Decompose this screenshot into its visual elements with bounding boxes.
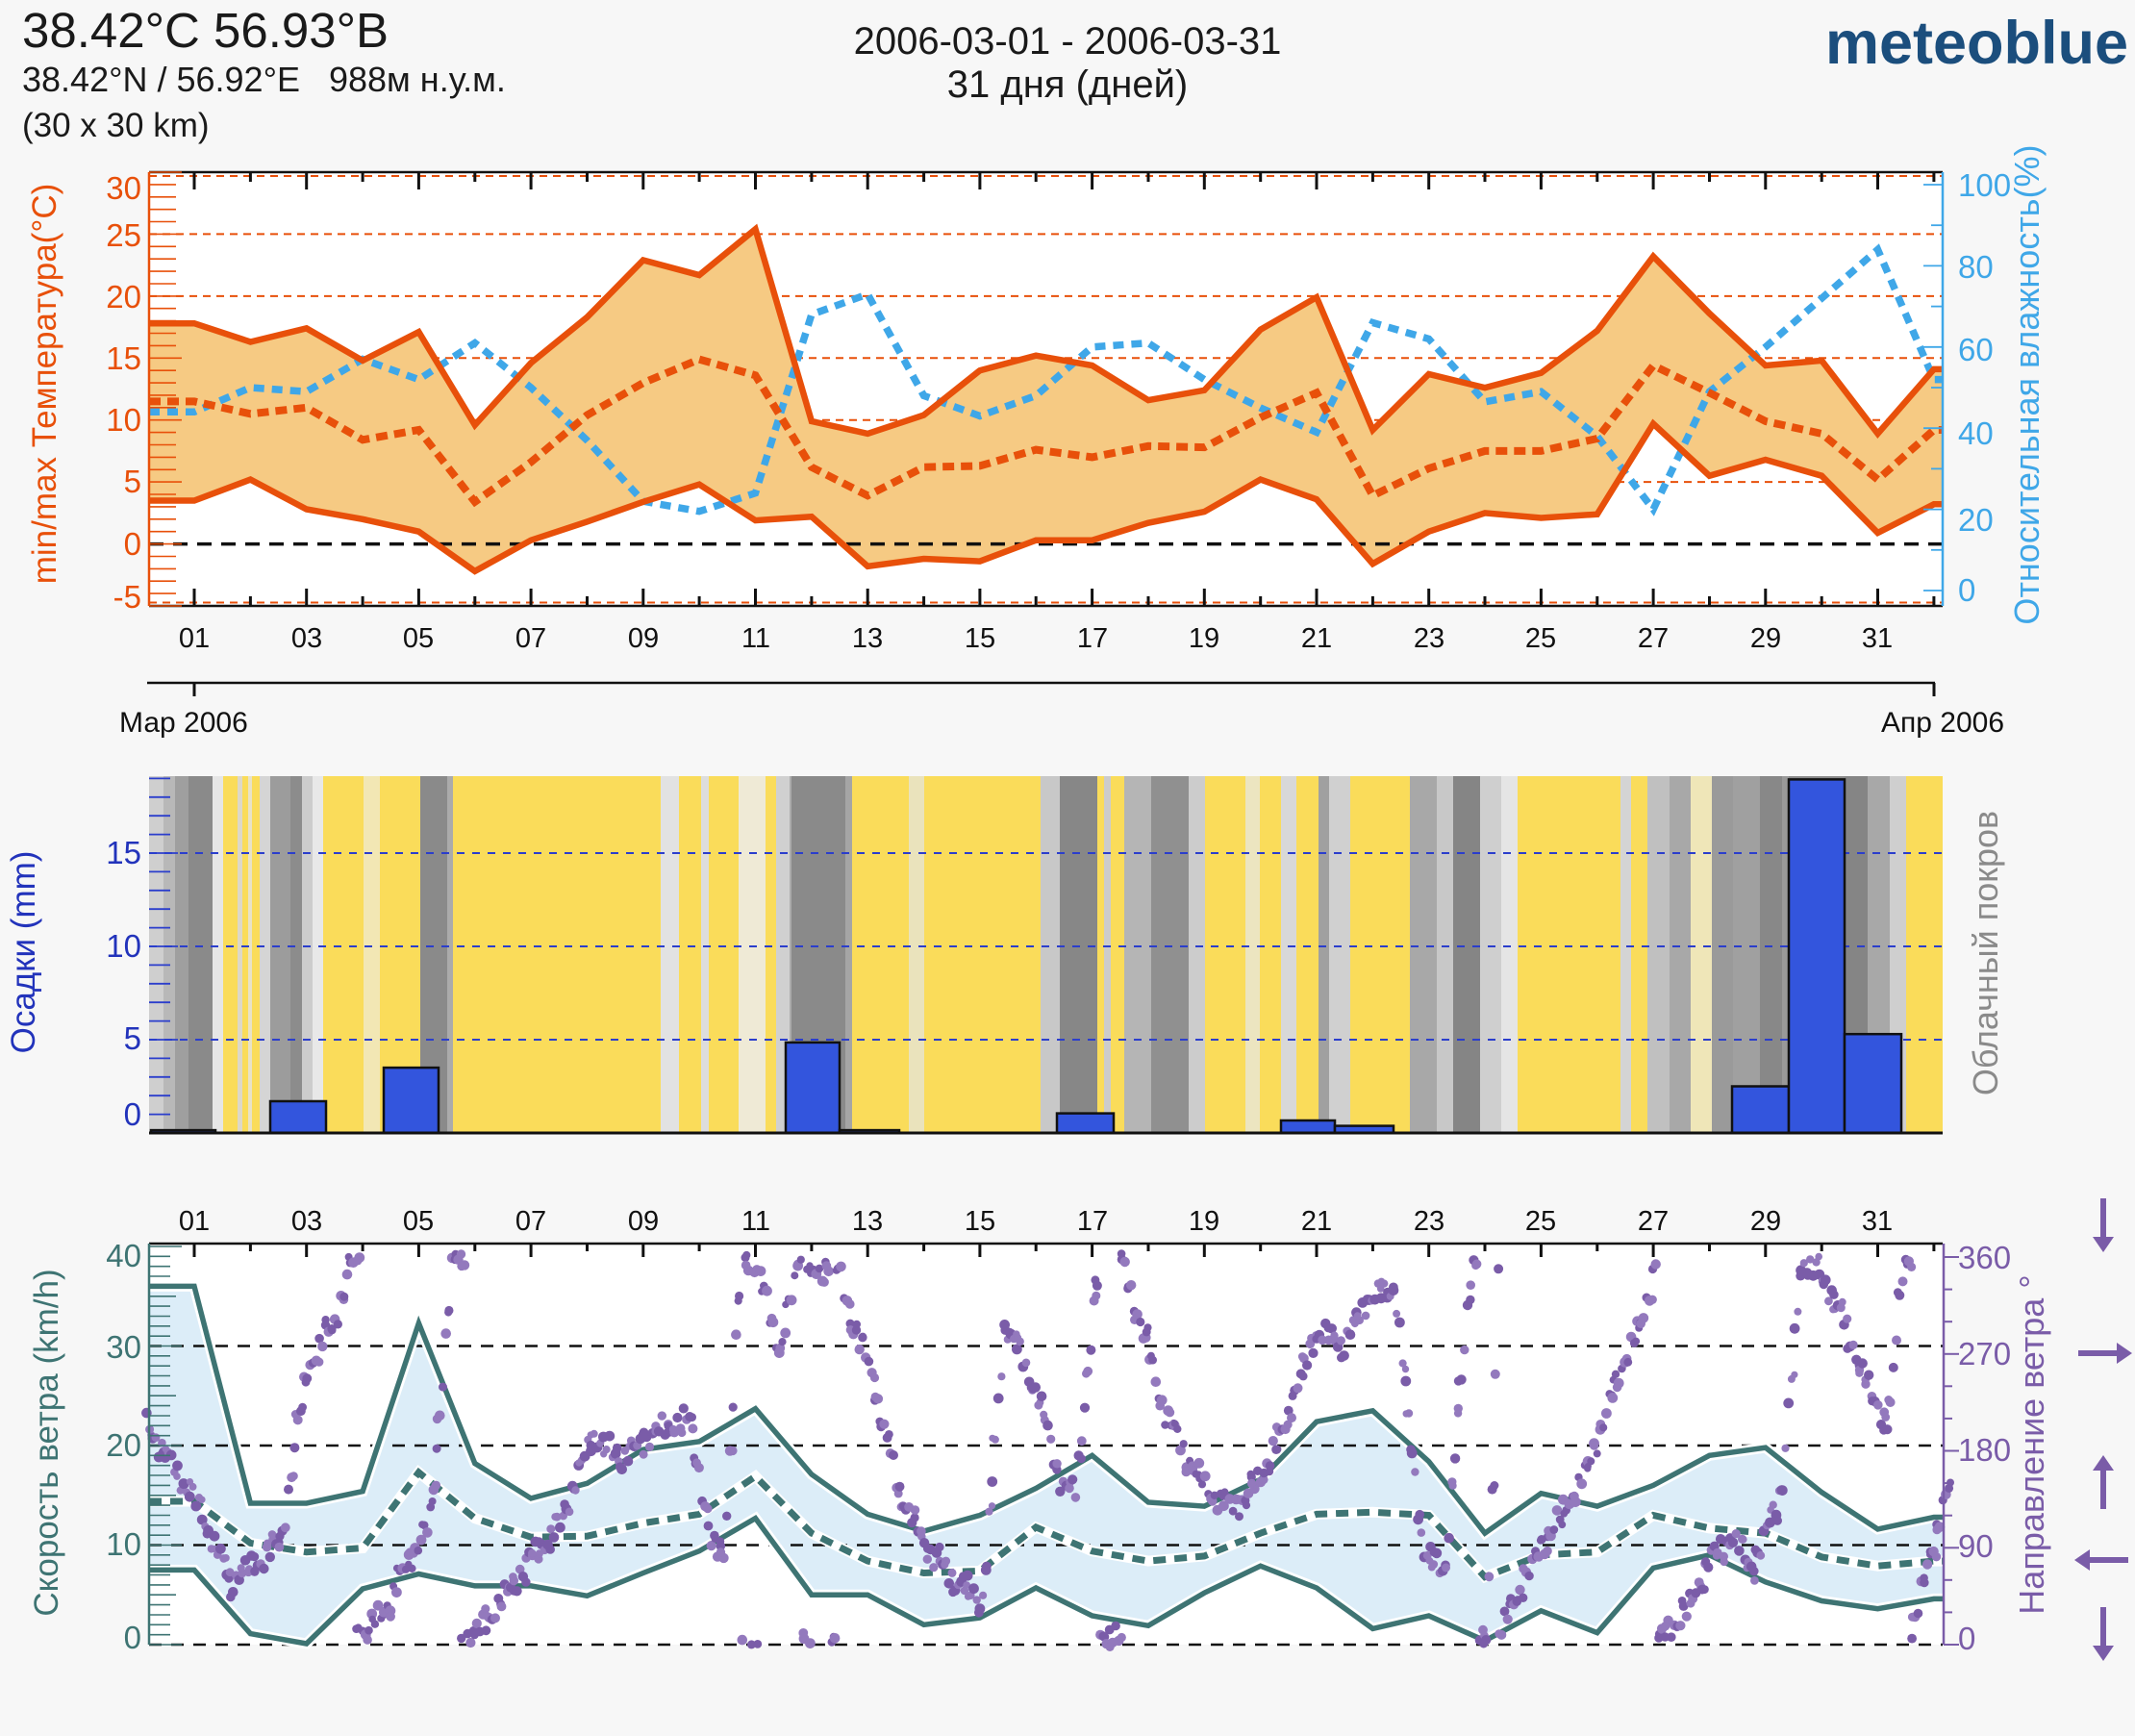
svg-text:25: 25 bbox=[1525, 1206, 1556, 1237]
svg-text:180: 180 bbox=[1958, 1432, 2011, 1468]
svg-text:40: 40 bbox=[106, 1238, 141, 1273]
svg-text:38.42°C 56.93°В: 38.42°C 56.93°В bbox=[22, 3, 389, 58]
svg-text:Облачный покров: Облачный покров bbox=[1966, 811, 2005, 1095]
svg-text:10: 10 bbox=[106, 1526, 141, 1562]
svg-text:40: 40 bbox=[1958, 415, 1994, 451]
svg-text:20: 20 bbox=[106, 1427, 141, 1463]
svg-text:20: 20 bbox=[106, 279, 141, 314]
svg-text:80: 80 bbox=[1958, 249, 1994, 285]
svg-text:Направление ветра °: Направление ветра ° bbox=[2012, 1274, 2051, 1614]
svg-text:100: 100 bbox=[1958, 167, 2011, 203]
svg-text:03: 03 bbox=[291, 623, 322, 654]
svg-text:17: 17 bbox=[1077, 1206, 1108, 1237]
svg-text:Осадки (mm): Осадки (mm) bbox=[5, 851, 42, 1054]
svg-text:5: 5 bbox=[124, 1020, 141, 1056]
svg-text:01: 01 bbox=[179, 623, 210, 654]
svg-text:11: 11 bbox=[741, 623, 770, 654]
svg-text:10: 10 bbox=[106, 402, 141, 438]
svg-text:27: 27 bbox=[1638, 623, 1669, 654]
svg-text:Мар 2006: Мар 2006 bbox=[119, 707, 248, 739]
svg-text:60: 60 bbox=[1958, 332, 1994, 367]
svg-text:03: 03 bbox=[291, 1206, 322, 1237]
svg-text:29: 29 bbox=[1750, 1206, 1781, 1237]
svg-text:25: 25 bbox=[106, 217, 141, 253]
svg-text:30: 30 bbox=[106, 170, 141, 206]
svg-text:min/max Температура(°C): min/max Температура(°C) bbox=[26, 184, 63, 585]
svg-text:0: 0 bbox=[124, 526, 141, 562]
svg-text:29: 29 bbox=[1750, 623, 1781, 654]
svg-text:2006-03-01 - 2006-03-31: 2006-03-01 - 2006-03-31 bbox=[854, 20, 1282, 63]
svg-text:23: 23 bbox=[1414, 623, 1444, 654]
svg-text:360: 360 bbox=[1958, 1240, 2011, 1275]
svg-text:11: 11 bbox=[741, 1206, 770, 1237]
svg-text:13: 13 bbox=[852, 623, 883, 654]
svg-text:0: 0 bbox=[124, 1620, 141, 1655]
svg-text:01: 01 bbox=[179, 1206, 210, 1237]
svg-text:Скорость ветра (km/h): Скорость ветра (km/h) bbox=[28, 1269, 65, 1616]
svg-text:21: 21 bbox=[1301, 623, 1332, 654]
svg-text:05: 05 bbox=[403, 1206, 434, 1237]
svg-text:meteoblue: meteoblue bbox=[1825, 10, 2128, 77]
svg-text:30: 30 bbox=[106, 1329, 141, 1365]
svg-text:05: 05 bbox=[403, 623, 434, 654]
svg-text:25: 25 bbox=[1525, 623, 1556, 654]
svg-text:09: 09 bbox=[628, 1206, 659, 1237]
svg-text:19: 19 bbox=[1189, 623, 1219, 654]
svg-text:(30 x 30 km): (30 x 30 km) bbox=[22, 107, 210, 144]
svg-text:5: 5 bbox=[124, 464, 141, 499]
svg-text:31 дня (дней): 31 дня (дней) bbox=[947, 63, 1188, 106]
svg-text:17: 17 bbox=[1077, 623, 1108, 654]
svg-text:13: 13 bbox=[852, 1206, 883, 1237]
svg-text:Апр 2006: Апр 2006 bbox=[1881, 707, 2004, 739]
svg-text:10: 10 bbox=[106, 928, 141, 964]
svg-text:21: 21 bbox=[1301, 1206, 1332, 1237]
svg-text:07: 07 bbox=[515, 623, 546, 654]
svg-text:15: 15 bbox=[965, 623, 995, 654]
svg-text:07: 07 bbox=[515, 1206, 546, 1237]
svg-text:Относительная влажность(%): Относительная влажность(%) bbox=[2007, 144, 2047, 624]
svg-text:15: 15 bbox=[106, 340, 141, 376]
svg-text:0: 0 bbox=[1958, 572, 1975, 608]
svg-text:-5: -5 bbox=[113, 579, 141, 615]
svg-text:31: 31 bbox=[1862, 623, 1893, 654]
svg-text:90: 90 bbox=[1958, 1528, 1994, 1564]
svg-text:19: 19 bbox=[1189, 1206, 1219, 1237]
svg-text:38.42°N / 56.92°E 988м н.у.м: 38.42°N / 56.92°E 988м н.у.м. bbox=[22, 60, 506, 99]
svg-text:09: 09 bbox=[628, 623, 659, 654]
svg-text:20: 20 bbox=[1958, 502, 1994, 538]
svg-text:31: 31 bbox=[1862, 1206, 1893, 1237]
svg-text:0: 0 bbox=[1958, 1621, 1975, 1656]
svg-text:23: 23 bbox=[1414, 1206, 1444, 1237]
svg-text:27: 27 bbox=[1638, 1206, 1669, 1237]
svg-text:0: 0 bbox=[124, 1096, 141, 1132]
svg-text:15: 15 bbox=[965, 1206, 995, 1237]
svg-text:270: 270 bbox=[1958, 1336, 2011, 1371]
svg-text:15: 15 bbox=[106, 835, 141, 870]
